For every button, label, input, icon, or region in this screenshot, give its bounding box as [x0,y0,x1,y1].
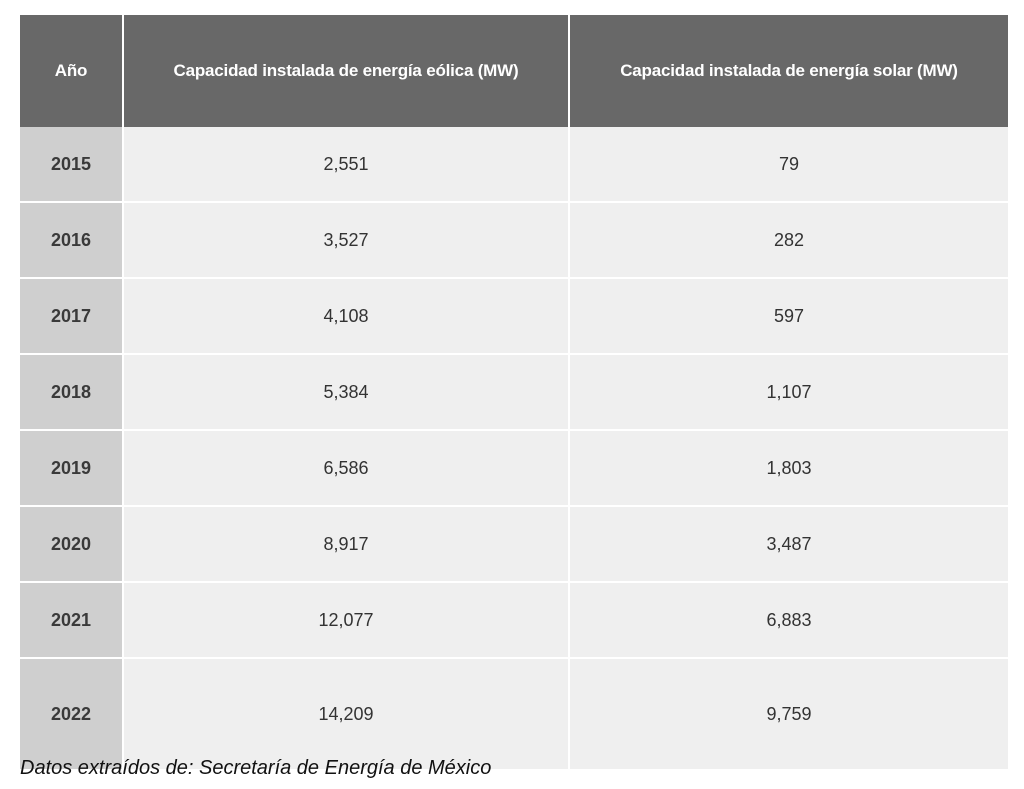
table-row: 2018 5,384 1,107 [20,354,1008,431]
capacity-table-container: Año Capacidad instalada de energía eólic… [20,15,1008,769]
solar-cell: 1,107 [569,354,1008,431]
table-row: 2022 14,209 9,759 [20,658,1008,769]
solar-cell: 1,803 [569,430,1008,507]
header-year: Año [20,15,124,127]
wind-cell: 14,209 [123,658,570,769]
source-note: Datos extraídos de: Secretaría de Energí… [20,757,492,779]
wind-cell: 5,384 [123,354,570,431]
solar-cell: 9,759 [569,658,1008,769]
year-cell: 2019 [20,430,124,507]
table-row: 2021 12,077 6,883 [20,582,1008,659]
wind-cell: 4,108 [123,278,570,355]
year-cell: 2016 [20,202,124,279]
year-cell: 2021 [20,582,124,659]
wind-cell: 3,527 [123,202,570,279]
header-row: Año Capacidad instalada de energía eólic… [20,15,1008,127]
header-wind-capacity: Capacidad instalada de energía eólica (M… [123,15,570,127]
wind-cell: 2,551 [123,127,570,203]
table-row: 2015 2,551 79 [20,127,1008,203]
solar-cell: 282 [569,202,1008,279]
wind-cell: 12,077 [123,582,570,659]
wind-cell: 8,917 [123,506,570,583]
table-header: Año Capacidad instalada de energía eólic… [20,15,1008,127]
year-cell: 2022 [20,658,124,769]
table-row: 2020 8,917 3,487 [20,506,1008,583]
year-cell: 2020 [20,506,124,583]
year-cell: 2015 [20,127,124,203]
solar-cell: 597 [569,278,1008,355]
year-cell: 2017 [20,278,124,355]
table-row: 2016 3,527 282 [20,202,1008,279]
solar-cell: 6,883 [569,582,1008,659]
capacity-table: Año Capacidad instalada de energía eólic… [20,15,1008,769]
wind-cell: 6,586 [123,430,570,507]
table-body: 2015 2,551 79 2016 3,527 282 2017 4,108 … [20,127,1008,769]
solar-cell: 79 [569,127,1008,203]
solar-cell: 3,487 [569,506,1008,583]
table-row: 2019 6,586 1,803 [20,430,1008,507]
table-row: 2017 4,108 597 [20,278,1008,355]
year-cell: 2018 [20,354,124,431]
header-solar-capacity: Capacidad instalada de energía solar (MW… [569,15,1008,127]
